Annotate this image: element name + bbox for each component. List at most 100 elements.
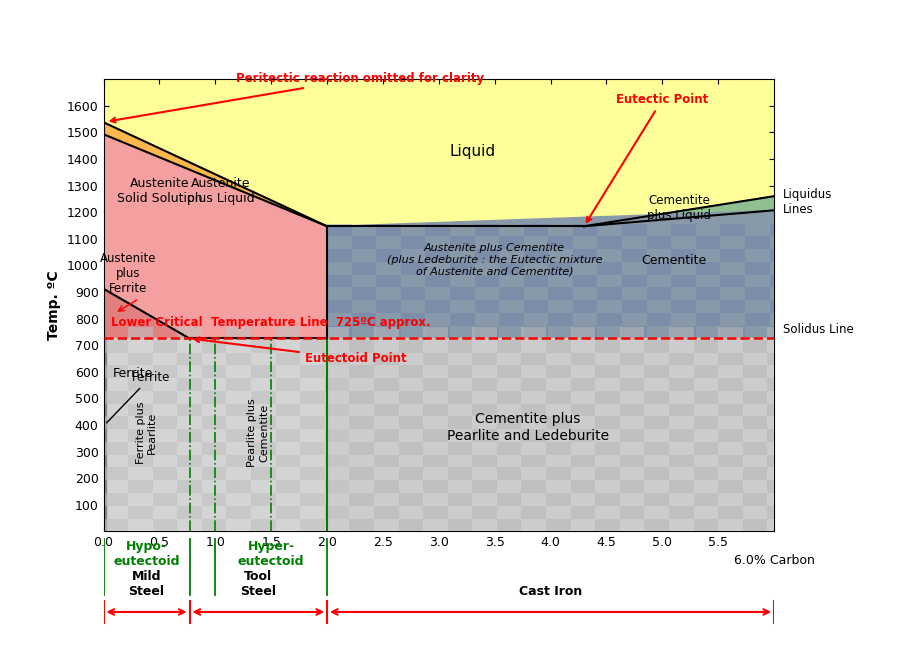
Bar <box>696 288 720 300</box>
Bar <box>669 429 694 442</box>
Bar <box>104 442 128 455</box>
Bar <box>546 416 571 429</box>
Bar <box>104 467 128 480</box>
Bar <box>497 442 521 455</box>
Bar <box>720 249 745 262</box>
Bar <box>571 480 595 493</box>
Bar <box>718 404 742 416</box>
Bar <box>450 313 474 326</box>
Text: Ferrite: Ferrite <box>112 366 153 379</box>
Bar <box>694 366 718 378</box>
Bar <box>325 480 349 493</box>
Bar <box>177 506 202 519</box>
Bar <box>447 493 473 506</box>
Bar <box>644 391 669 404</box>
Bar <box>742 340 768 352</box>
Bar <box>128 455 153 467</box>
Bar <box>768 480 792 493</box>
Bar <box>524 326 548 339</box>
Bar <box>153 442 177 455</box>
Bar <box>768 378 792 391</box>
Bar <box>718 506 742 519</box>
Bar <box>770 326 794 339</box>
Bar <box>573 224 598 236</box>
Bar <box>546 467 571 480</box>
Bar <box>349 340 373 352</box>
Bar <box>423 429 447 442</box>
Bar <box>128 378 153 391</box>
Bar <box>595 416 620 429</box>
Text: Liquidus
Lines: Liquidus Lines <box>783 187 832 216</box>
Bar <box>104 519 128 531</box>
Bar <box>620 327 644 340</box>
Bar <box>669 506 694 519</box>
Bar <box>669 327 694 340</box>
Bar <box>745 313 770 326</box>
Bar <box>571 404 595 416</box>
Bar <box>742 493 768 506</box>
Bar <box>669 480 694 493</box>
Bar <box>374 506 399 519</box>
Bar <box>671 224 696 236</box>
Bar <box>742 519 768 531</box>
Polygon shape <box>584 196 774 226</box>
Bar <box>202 416 227 429</box>
Bar <box>694 442 718 455</box>
Bar <box>571 429 595 442</box>
Bar <box>644 416 669 429</box>
Bar <box>374 404 399 416</box>
Text: Ferrite plus
Pearlite: Ferrite plus Pearlite <box>136 402 158 464</box>
Bar <box>718 480 742 493</box>
Bar <box>548 236 573 249</box>
Bar <box>301 493 325 506</box>
Text: Lower Critical  Temperature Line  725ºC approx.: Lower Critical Temperature Line 725ºC ap… <box>112 315 431 329</box>
Bar <box>399 442 423 455</box>
Bar <box>349 519 373 531</box>
Bar <box>768 429 792 442</box>
Bar <box>376 249 400 262</box>
Bar <box>450 236 474 249</box>
Bar <box>325 506 349 519</box>
Bar <box>423 378 447 391</box>
Bar <box>349 493 373 506</box>
Bar <box>426 326 450 339</box>
Bar <box>595 442 620 455</box>
Bar <box>646 288 671 300</box>
Bar <box>598 236 622 249</box>
Bar <box>770 300 794 313</box>
Bar <box>644 493 669 506</box>
Bar <box>521 352 546 366</box>
Bar <box>497 391 521 404</box>
Bar <box>742 416 768 429</box>
Bar <box>474 249 500 262</box>
Polygon shape <box>327 339 774 531</box>
Bar <box>423 352 447 366</box>
Bar <box>595 519 620 531</box>
Bar <box>227 480 251 493</box>
Bar <box>177 455 202 467</box>
Bar <box>768 506 792 519</box>
Bar <box>202 519 227 531</box>
Bar <box>251 519 275 531</box>
Bar <box>423 327 447 340</box>
Bar <box>497 519 521 531</box>
Bar <box>573 249 598 262</box>
Bar <box>227 352 251 366</box>
Bar <box>301 519 325 531</box>
Bar <box>447 442 473 455</box>
Bar <box>374 378 399 391</box>
Bar <box>349 442 373 455</box>
Bar <box>251 391 275 404</box>
Bar <box>521 327 546 340</box>
Bar <box>128 429 153 442</box>
Bar <box>202 391 227 404</box>
Bar <box>745 236 770 249</box>
Bar <box>128 480 153 493</box>
Bar <box>153 416 177 429</box>
Bar <box>573 275 598 288</box>
Bar <box>696 236 720 249</box>
Bar <box>521 506 546 519</box>
Bar <box>423 404 447 416</box>
Bar <box>352 262 376 275</box>
Bar <box>128 352 153 366</box>
